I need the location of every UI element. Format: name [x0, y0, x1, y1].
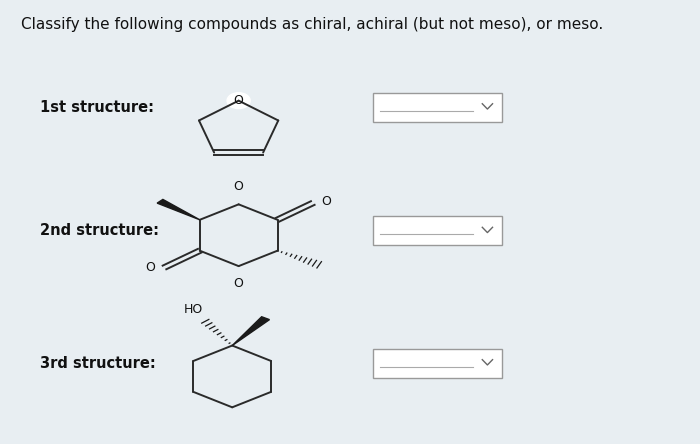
- Text: 3rd structure:: 3rd structure:: [40, 356, 155, 371]
- Text: O: O: [322, 195, 332, 208]
- Circle shape: [227, 93, 250, 109]
- Text: O: O: [234, 277, 244, 290]
- Polygon shape: [232, 317, 270, 345]
- Text: O: O: [146, 261, 155, 274]
- Bar: [373, 93, 501, 122]
- Text: 1st structure:: 1st structure:: [40, 100, 154, 115]
- Text: O: O: [234, 180, 244, 193]
- Text: HO: HO: [184, 303, 204, 316]
- Text: Classify the following compounds as chiral, achiral (but not meso), or meso.: Classify the following compounds as chir…: [20, 17, 603, 32]
- Text: O: O: [234, 94, 244, 107]
- Polygon shape: [157, 199, 200, 220]
- Text: 2nd structure:: 2nd structure:: [40, 223, 159, 238]
- Bar: [373, 217, 501, 245]
- Bar: [373, 349, 501, 377]
